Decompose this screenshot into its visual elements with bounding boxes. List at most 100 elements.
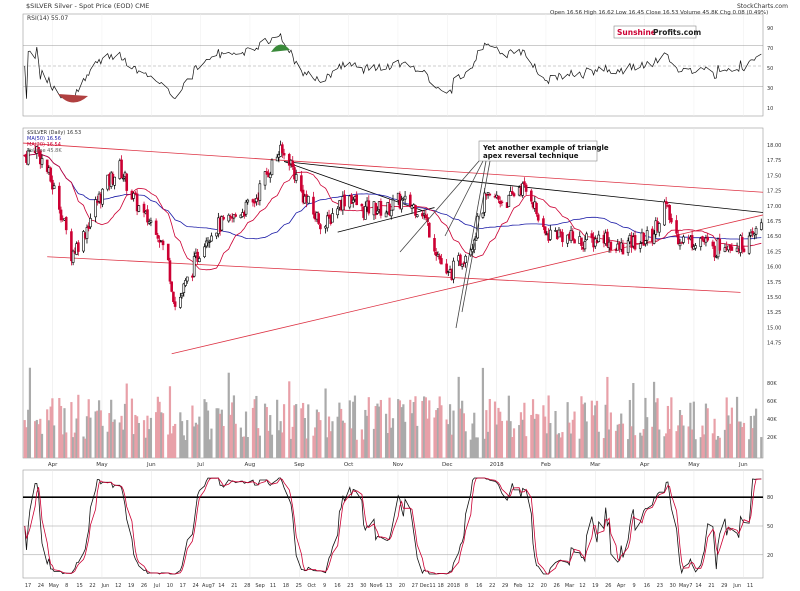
volume-bar	[295, 404, 298, 458]
volume-bar	[184, 439, 187, 458]
volume-bar	[27, 409, 30, 458]
candle-body	[94, 199, 97, 218]
volume-bar	[621, 423, 625, 458]
stoch-day-label: 21	[231, 583, 237, 589]
candle-body	[462, 262, 466, 265]
volume-bar	[229, 414, 232, 458]
stoch-day-label: 26	[553, 583, 559, 589]
candle-body	[300, 175, 303, 192]
volume-bar	[84, 438, 87, 458]
volume-bar	[531, 399, 535, 458]
stoch-day-label: 13	[386, 583, 392, 589]
volume-bar	[180, 421, 184, 458]
candle-body	[367, 200, 371, 214]
stoch-day-label: 12	[579, 583, 585, 589]
volume-tick-label: 40K	[767, 417, 777, 423]
volume-bar	[557, 433, 561, 458]
volume-bar	[293, 405, 296, 458]
volume-bar	[519, 412, 523, 458]
candle-body	[355, 194, 358, 206]
volume-bar	[559, 437, 562, 458]
volume-bar	[137, 423, 140, 458]
candle-body	[718, 238, 722, 251]
volume-bar	[47, 420, 51, 458]
volume-bar	[606, 376, 609, 458]
rsi-overbought-fill	[271, 44, 290, 52]
volume-bar	[186, 420, 189, 458]
legend-price: $SILVER (Daily) 16.53	[27, 130, 81, 136]
legend-volume: Volume 45.8K	[27, 148, 62, 154]
month-label: Dec	[442, 462, 453, 468]
candle-body	[146, 209, 149, 223]
volume-bar	[39, 418, 42, 458]
volume-bar	[689, 402, 692, 458]
candle-body	[198, 258, 201, 263]
volume-bar	[317, 412, 320, 458]
price-legend: $SILVER (Daily) 16.53 MA(50) 16.56 MA(20…	[27, 130, 81, 154]
candle-body	[82, 231, 85, 252]
candle-body	[166, 243, 170, 261]
stoch-day-label: 9	[323, 583, 326, 589]
volume-bar	[462, 413, 465, 458]
volume-bar	[123, 403, 127, 458]
volume-bar	[144, 437, 147, 458]
stoch-day-label: 28	[244, 583, 250, 589]
candle-body	[486, 192, 490, 195]
volume-bar	[716, 435, 720, 458]
stoch-day-label: 30	[670, 583, 676, 589]
volume-bar	[167, 434, 170, 458]
candle-body	[521, 183, 524, 196]
candle-body	[343, 194, 346, 207]
price-panel	[22, 127, 764, 459]
volume-bar	[75, 418, 78, 458]
volume-bar	[350, 428, 353, 458]
volume-bar	[142, 420, 146, 458]
candle-body	[400, 199, 403, 210]
volume-bar	[243, 436, 246, 458]
volume-bar	[571, 419, 574, 458]
candle-body	[291, 160, 295, 168]
volume-bar	[521, 419, 524, 458]
candle-body	[483, 192, 486, 213]
volume-bar	[234, 423, 237, 458]
candle-body	[196, 251, 199, 262]
candle-body	[172, 291, 175, 303]
volume-bar	[220, 409, 223, 458]
volume-bar	[483, 438, 486, 458]
candle-body	[759, 222, 763, 230]
candle-body	[317, 213, 320, 224]
volume-bar	[222, 425, 225, 458]
stoch-day-label: 18	[283, 583, 289, 589]
volume-bar	[208, 439, 211, 458]
candle-body	[253, 201, 256, 204]
volume-bar	[699, 437, 702, 458]
candle-body	[182, 283, 186, 293]
volume-bar	[568, 422, 571, 458]
candle-body	[542, 218, 545, 228]
rsi-tick-label: 90	[767, 26, 773, 32]
stoch-day-label: 19	[128, 583, 134, 589]
volume-bar	[206, 410, 210, 458]
month-label: Nov	[393, 462, 404, 468]
volume-bar	[303, 418, 306, 458]
volume-bar	[754, 408, 758, 458]
volume-bar	[547, 395, 550, 458]
volume-bar	[70, 402, 73, 458]
volume-bar	[376, 403, 379, 458]
trendline-4	[337, 207, 435, 233]
month-label: Feb	[541, 462, 551, 468]
volume-bar	[267, 430, 270, 458]
candle-body	[49, 167, 52, 182]
candle-body	[580, 237, 583, 246]
candle-body	[134, 192, 137, 195]
stoch-day-label: 26	[605, 583, 611, 589]
candle-body	[255, 198, 258, 202]
volume-bar	[511, 437, 514, 458]
volume-bar	[488, 398, 491, 458]
stoch-day-label: Sep	[255, 583, 264, 589]
volume-bar	[40, 433, 44, 458]
candle-body	[524, 184, 528, 192]
stoch-day-label: 26	[141, 583, 147, 589]
volume-bar	[118, 422, 121, 458]
volume-bar	[239, 427, 242, 458]
